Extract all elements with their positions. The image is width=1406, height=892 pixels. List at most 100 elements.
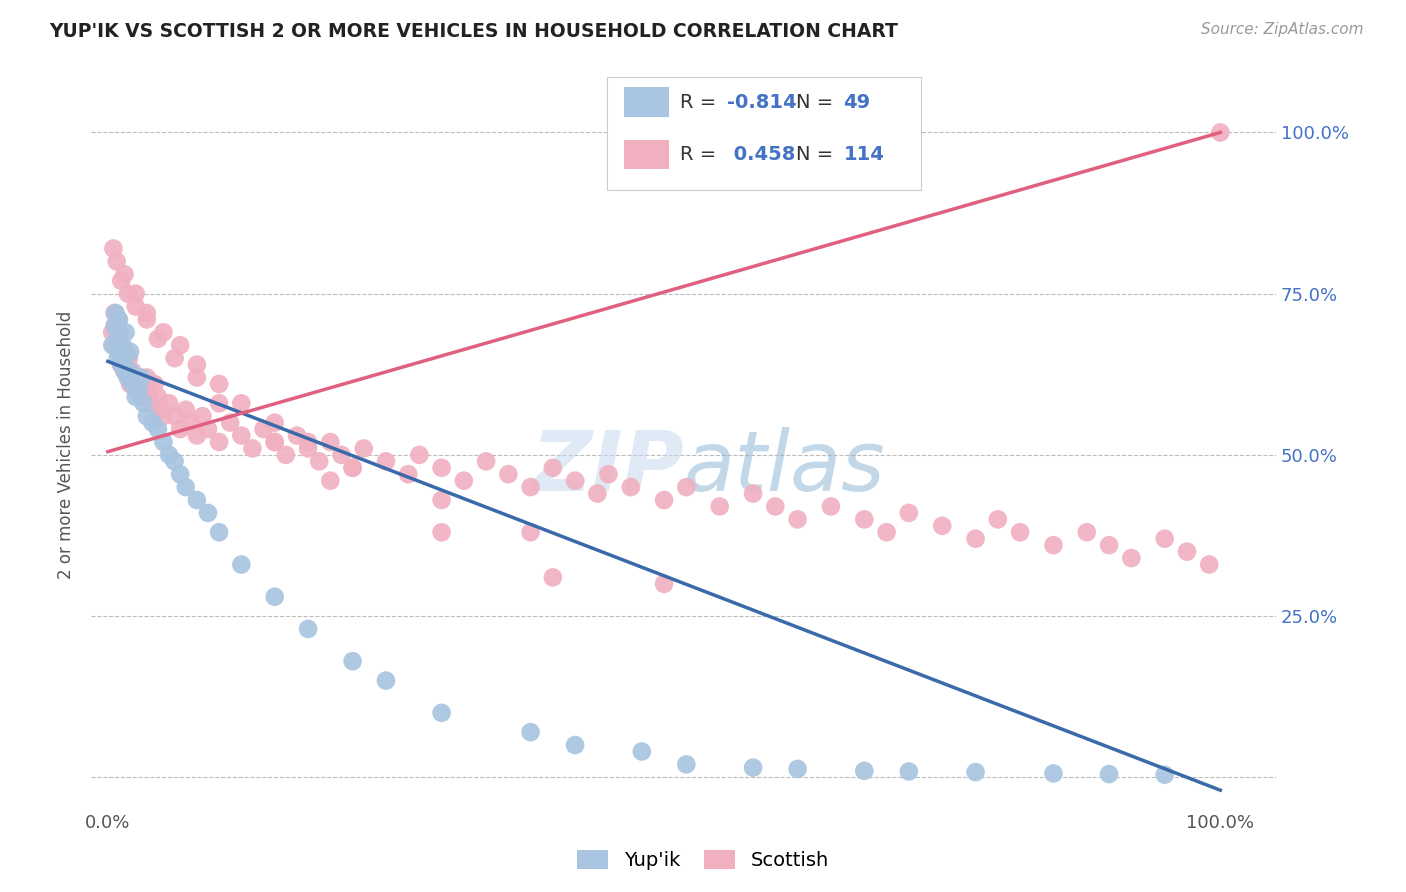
- Text: N =: N =: [796, 145, 839, 164]
- Point: [297, 442, 319, 456]
- Point: [115, 358, 138, 372]
- Point: [620, 480, 643, 494]
- Point: [742, 486, 765, 500]
- Point: [186, 370, 208, 384]
- Point: [124, 390, 146, 404]
- Point: [104, 318, 127, 333]
- Point: [146, 332, 169, 346]
- Point: [110, 274, 132, 288]
- Point: [342, 460, 364, 475]
- Point: [186, 493, 208, 508]
- Point: [104, 306, 127, 320]
- Point: [263, 434, 285, 449]
- Text: R =: R =: [681, 93, 723, 112]
- Point: [163, 454, 186, 468]
- Point: [498, 467, 520, 482]
- Point: [342, 460, 364, 475]
- Point: [430, 493, 453, 508]
- Point: [297, 434, 319, 449]
- Point: [263, 416, 285, 430]
- Point: [132, 396, 155, 410]
- Point: [108, 326, 131, 340]
- Point: [1209, 125, 1232, 139]
- Point: [110, 358, 132, 372]
- Point: [101, 326, 124, 340]
- Point: [114, 326, 136, 340]
- Legend: Yup'ik, Scottish: Yup'ik, Scottish: [569, 842, 837, 878]
- Point: [375, 454, 398, 468]
- Point: [169, 422, 191, 436]
- Point: [121, 376, 143, 391]
- Text: 49: 49: [844, 93, 870, 112]
- Text: Source: ZipAtlas.com: Source: ZipAtlas.com: [1201, 22, 1364, 37]
- Text: N =: N =: [796, 93, 839, 112]
- Point: [231, 396, 253, 410]
- Point: [174, 402, 197, 417]
- Point: [120, 344, 142, 359]
- Point: [1098, 538, 1121, 552]
- Text: -0.814: -0.814: [727, 93, 797, 112]
- Point: [141, 416, 163, 430]
- Point: [103, 318, 125, 333]
- Point: [111, 338, 134, 352]
- Point: [897, 506, 920, 520]
- Point: [1010, 525, 1032, 540]
- Point: [564, 474, 586, 488]
- Point: [308, 454, 330, 468]
- Point: [430, 460, 453, 475]
- Point: [252, 422, 274, 436]
- Point: [114, 364, 136, 378]
- Point: [987, 512, 1010, 526]
- Point: [105, 254, 128, 268]
- Point: [319, 474, 342, 488]
- Point: [853, 512, 876, 526]
- Point: [1098, 767, 1121, 781]
- Point: [208, 434, 231, 449]
- Point: [396, 467, 419, 482]
- Point: [709, 500, 731, 514]
- Point: [1121, 551, 1143, 566]
- Point: [129, 376, 152, 391]
- Point: [124, 300, 146, 314]
- Point: [108, 312, 131, 326]
- Point: [105, 332, 128, 346]
- Text: ZIP: ZIP: [531, 426, 683, 508]
- Point: [120, 376, 142, 391]
- Point: [675, 480, 697, 494]
- Point: [101, 338, 124, 352]
- Point: [186, 358, 208, 372]
- Point: [180, 416, 202, 430]
- Text: R =: R =: [681, 145, 723, 164]
- Point: [319, 434, 342, 449]
- Point: [475, 454, 498, 468]
- Point: [353, 442, 375, 456]
- Point: [763, 500, 786, 514]
- Point: [208, 376, 231, 391]
- Point: [375, 673, 398, 688]
- Point: [114, 351, 136, 366]
- Text: YUP'IK VS SCOTTISH 2 OR MORE VEHICLES IN HOUSEHOLD CORRELATION CHART: YUP'IK VS SCOTTISH 2 OR MORE VEHICLES IN…: [49, 22, 898, 41]
- Point: [519, 480, 541, 494]
- Point: [1042, 766, 1064, 780]
- Point: [152, 434, 174, 449]
- Point: [117, 370, 139, 384]
- Point: [242, 442, 264, 456]
- Point: [219, 416, 242, 430]
- Point: [191, 409, 214, 424]
- Point: [453, 474, 475, 488]
- Point: [897, 764, 920, 779]
- Point: [285, 428, 308, 442]
- Point: [1153, 532, 1175, 546]
- Point: [110, 358, 132, 372]
- Bar: [624, 140, 669, 169]
- Point: [135, 312, 157, 326]
- Point: [430, 525, 453, 540]
- Point: [652, 577, 675, 591]
- Point: [103, 338, 125, 352]
- Point: [107, 312, 129, 326]
- Point: [274, 448, 297, 462]
- Point: [139, 384, 162, 398]
- Point: [107, 351, 129, 366]
- Point: [231, 428, 253, 442]
- Point: [108, 344, 131, 359]
